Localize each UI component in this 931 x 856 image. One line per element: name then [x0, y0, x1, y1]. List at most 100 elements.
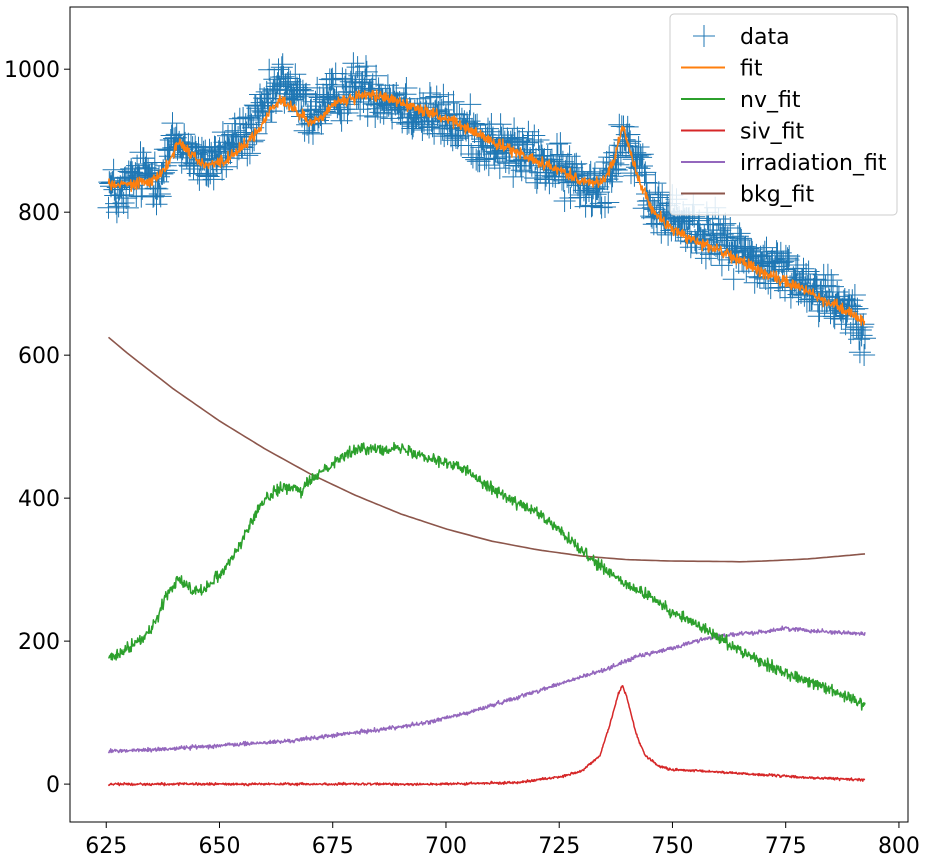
data-point [772, 250, 795, 273]
x-tick-label: 750 [651, 834, 693, 856]
data-point [341, 76, 364, 98]
data-point [489, 113, 512, 136]
data-point [722, 268, 745, 291]
data-point [336, 102, 359, 124]
data-point [569, 184, 592, 206]
data-point [477, 154, 500, 177]
data-point [816, 263, 839, 286]
data-point [199, 162, 222, 185]
data-point [292, 85, 315, 108]
legend: data fit nv_fit siv_fit irradiation_fit bkg_f… [669, 13, 898, 216]
data-point [402, 115, 425, 138]
data-point [848, 341, 871, 364]
data-point [331, 67, 354, 90]
data-point [238, 142, 261, 165]
data-point [854, 327, 876, 350]
y-axis: 0 200 400 600 800 1000 [4, 58, 70, 798]
data-point [395, 77, 418, 99]
data-point [355, 60, 378, 83]
data-point [271, 53, 294, 76]
data-point [649, 192, 672, 214]
data-point [401, 117, 424, 140]
data-point [442, 90, 465, 113]
y-tick-label: 400 [18, 487, 60, 512]
data-point [173, 123, 196, 146]
data-point [194, 139, 217, 162]
y-tick-label: 200 [18, 630, 60, 655]
data-point [197, 165, 220, 188]
data-point [425, 85, 448, 108]
data-point [198, 138, 221, 161]
data-point [224, 119, 247, 142]
data-point [284, 63, 307, 86]
data-point [523, 124, 546, 147]
data-point [416, 113, 439, 136]
legend-item-fit: fit [681, 57, 763, 82]
data-point [549, 132, 572, 155]
x-tick-label: 775 [765, 834, 807, 856]
data-point [229, 123, 252, 146]
data-point [728, 222, 751, 245]
data-point [264, 78, 287, 101]
series-fit-line [107, 89, 866, 326]
data-point [365, 64, 388, 87]
data-point [580, 195, 603, 218]
data-point [647, 181, 670, 204]
data-point [441, 129, 464, 152]
data-point [590, 196, 613, 219]
data-point [546, 133, 568, 155]
data-point [346, 56, 369, 79]
data-point [795, 263, 818, 285]
data-point [437, 92, 460, 114]
data-point [776, 247, 799, 270]
data-point [841, 289, 864, 312]
data-point [514, 160, 537, 183]
series-nv-fit-line [107, 441, 866, 711]
data-point [527, 129, 550, 151]
data-point [822, 275, 844, 298]
data-point [694, 247, 717, 270]
x-axis: 625 650 675 700 725 750 775 800 [85, 822, 920, 856]
data-point [631, 143, 654, 166]
data-point [132, 147, 155, 170]
data-point [116, 196, 139, 219]
legend-box [669, 13, 898, 216]
data-point [734, 235, 757, 258]
data-point [494, 151, 517, 173]
data-point [129, 141, 152, 164]
data-point [418, 82, 441, 104]
data-point [112, 192, 135, 214]
legend-label: bkg_fit [740, 183, 815, 208]
data-point [418, 116, 441, 139]
data-point [364, 106, 387, 128]
data-point [459, 93, 482, 116]
data-point [827, 285, 850, 308]
legend-marker [693, 25, 715, 47]
data-point [630, 146, 653, 169]
data-point [714, 212, 737, 235]
data-point [619, 130, 642, 153]
legend-item-nv-fit: nv_fit [681, 88, 801, 113]
x-tick-label: 725 [538, 834, 580, 856]
data-point [594, 196, 616, 218]
data-point [306, 76, 329, 99]
series-siv-fit-line [107, 685, 866, 787]
data-point [102, 158, 125, 181]
data-point [135, 153, 158, 175]
data-point [245, 122, 268, 145]
legend-item-bkg-fit: bkg_fit [681, 183, 815, 208]
data-point [288, 73, 311, 96]
data-point [482, 143, 505, 166]
data-point [530, 138, 552, 161]
data-point [270, 56, 293, 79]
data-point [260, 100, 283, 123]
data-point [737, 237, 759, 260]
y-tick-label: 1000 [4, 58, 60, 83]
data-point [429, 93, 451, 116]
data-point [470, 136, 493, 159]
legend-label: irradiation_fit [740, 151, 887, 176]
data-point [626, 145, 649, 168]
x-tick-label: 625 [85, 834, 127, 856]
data-point [850, 324, 873, 347]
data-point [517, 120, 540, 143]
